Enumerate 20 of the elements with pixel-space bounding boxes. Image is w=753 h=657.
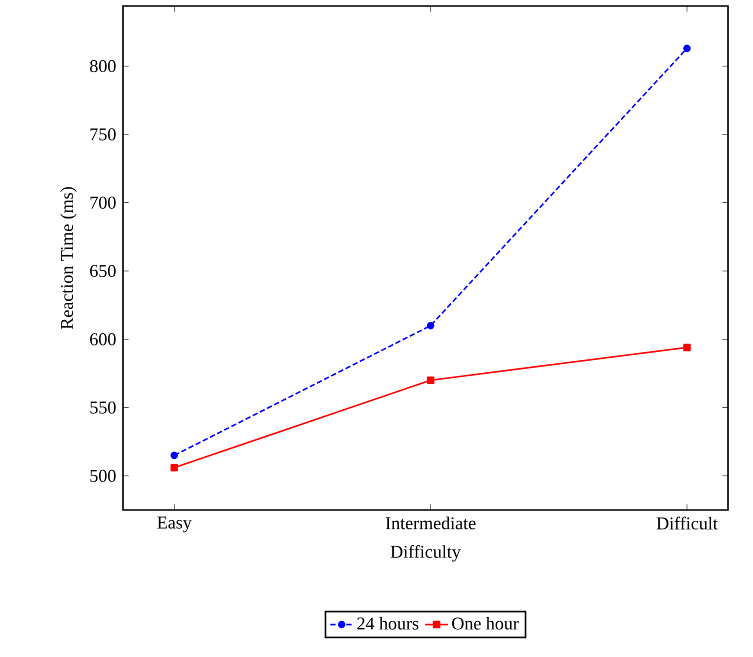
x-axis-title: Difficulty — [390, 545, 461, 562]
y-tick-label: 750 — [90, 128, 116, 140]
point — [683, 44, 691, 52]
legend-label: 24 hours — [357, 616, 418, 630]
point — [426, 322, 434, 330]
y-axis-title: Reaction Time (ms) — [60, 187, 77, 330]
x-tick-label: Intermediate — [386, 516, 476, 530]
y-tick-label: 500 — [90, 470, 116, 482]
x-tick-label: Difficult — [656, 516, 718, 530]
point — [683, 344, 691, 352]
y-tick-label: 550 — [90, 401, 116, 414]
point — [170, 464, 178, 472]
legend-label: One hour — [452, 616, 519, 630]
y-tick-label: 700 — [90, 196, 116, 209]
y-tick-label: 600 — [90, 333, 116, 346]
y-tick-label: 800 — [90, 60, 116, 72]
point — [426, 376, 434, 384]
x-tick-label: Easy — [157, 516, 192, 532]
point — [170, 452, 178, 460]
y-tick-label: 650 — [90, 264, 116, 278]
